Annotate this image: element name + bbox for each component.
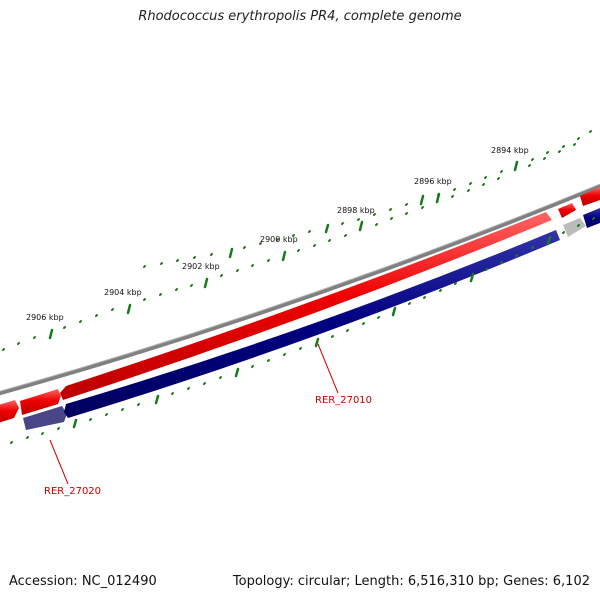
- forward-gene-right-a[interactable]: [558, 203, 576, 218]
- leader-line-rer-27020: [49, 439, 69, 485]
- forward-gene-left-edge[interactable]: [0, 400, 19, 424]
- forward-gene-right-b[interactable]: [580, 187, 600, 206]
- genome-backbone: [0, 183, 600, 396]
- reverse-gene-rer-27010[interactable]: [64, 230, 560, 418]
- scale-label-2902: 2902 kbp: [182, 262, 220, 271]
- gene-label-rer-27010[interactable]: RER_27010: [315, 395, 372, 406]
- reverse-gene-right-edge[interactable]: [583, 208, 600, 228]
- genome-summary-text: Topology: circular; Length: 6,516,310 bp…: [232, 574, 590, 589]
- forward-gene-small[interactable]: [20, 389, 61, 415]
- forward-strand-genes: [0, 187, 600, 424]
- scale-label-2898: 2898 kbp: [337, 206, 375, 215]
- inner-scale-ring: [10, 217, 595, 444]
- outer-scale-ring: [2, 130, 592, 351]
- forward-gene-large[interactable]: [60, 212, 552, 400]
- scale-label-2896: 2896 kbp: [414, 177, 452, 186]
- scale-label-2904: 2904 kbp: [104, 288, 142, 297]
- leader-line-rer-27010: [317, 343, 339, 394]
- gene-label-rer-27020[interactable]: RER_27020: [44, 486, 101, 497]
- scale-label-2900: 2900 kbp: [260, 235, 298, 244]
- reverse-gene-rer-27020[interactable]: [23, 406, 67, 430]
- map-title: Rhodococcus erythropolis PR4, complete g…: [138, 9, 462, 24]
- scale-label-2906: 2906 kbp: [26, 313, 64, 322]
- reverse-strand-genes: [23, 208, 600, 430]
- pseudo-gene-grey[interactable]: [563, 218, 586, 237]
- scale-label-2894: 2894 kbp: [491, 146, 529, 155]
- scale-labels: 2894 kbp 2896 kbp 2898 kbp 2900 kbp 2902…: [26, 146, 529, 322]
- accession-text: Accession: NC_012490: [9, 574, 157, 589]
